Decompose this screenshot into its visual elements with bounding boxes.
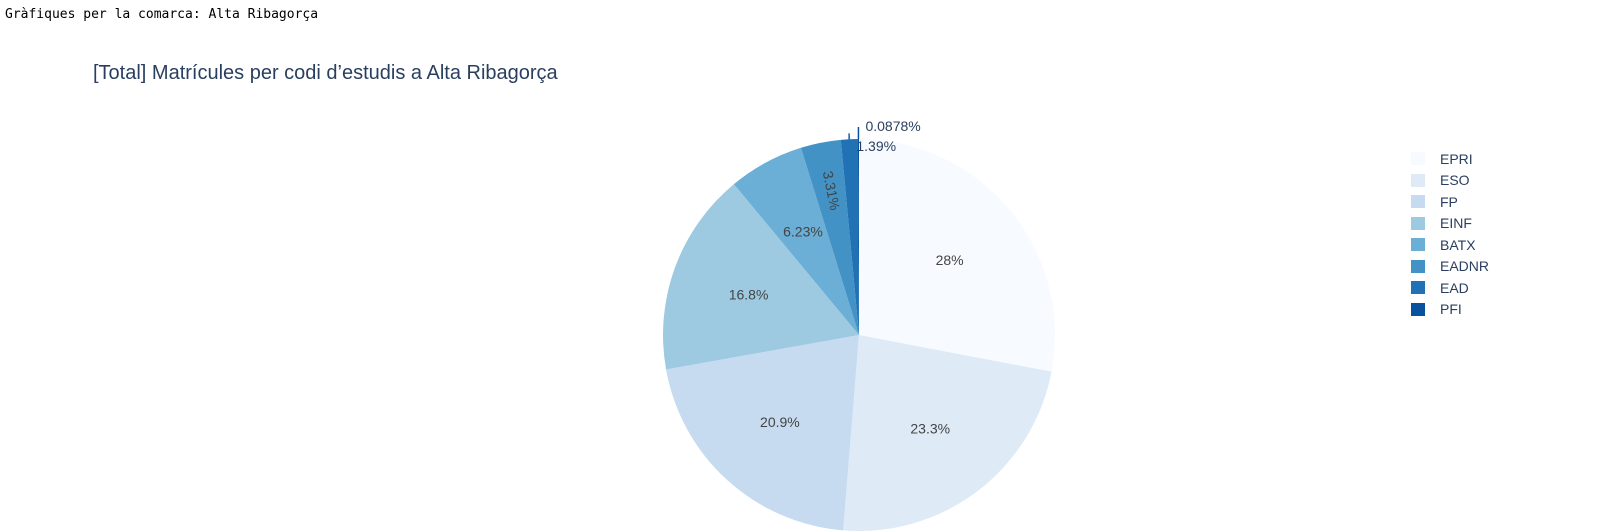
legend-label: ESO	[1440, 172, 1470, 189]
pie-slice-batx[interactable]	[733, 147, 859, 335]
legend-swatch	[1411, 173, 1425, 187]
slice-label-eso: 23.3%	[910, 421, 950, 437]
legend-swatch	[1411, 152, 1425, 166]
chart-title: [Total] Matrícules per codi d’estudis a …	[93, 62, 558, 84]
slice-label-epri: 28%	[936, 252, 964, 268]
legend-item-eadnr[interactable]: EADNR	[1411, 256, 1489, 278]
legend-label: BATX	[1440, 236, 1476, 253]
pie-slice-eso[interactable]	[843, 335, 1052, 531]
legend-label: EAD	[1440, 279, 1469, 296]
legend-swatch	[1411, 238, 1425, 252]
legend-swatch	[1411, 259, 1425, 273]
pie-slice-fp[interactable]	[666, 335, 859, 531]
legend-item-einf[interactable]: EINF	[1411, 213, 1489, 235]
pie-slice-ead[interactable]	[840, 139, 859, 335]
pie-slice-pfi[interactable]	[857, 139, 859, 335]
legend-item-batx[interactable]: BATX	[1411, 234, 1489, 256]
pie-slice-einf[interactable]	[663, 184, 859, 370]
slice-label-fp: 20.9%	[760, 414, 800, 430]
legend-item-ead[interactable]: EAD	[1411, 277, 1489, 299]
legend-item-pfi[interactable]: PFI	[1411, 299, 1489, 321]
legend-item-eso[interactable]: ESO	[1411, 170, 1489, 192]
legend-swatch	[1411, 302, 1425, 316]
legend-swatch	[1411, 216, 1425, 230]
legend-label: EPRI	[1440, 150, 1473, 167]
legend-label: PFI	[1440, 301, 1462, 318]
slice-label-batx: 6.23%	[783, 224, 823, 240]
chart-legend: EPRI ESO FP EINF BATX EADNR EAD PFI	[1411, 148, 1489, 320]
page-header: Gràfiques per la comarca: Alta Ribagorça	[5, 7, 319, 22]
slice-label-eadnr: 3.31%	[820, 170, 843, 212]
legend-swatch	[1411, 195, 1425, 209]
slice-label-ead: 1.39%	[856, 138, 896, 154]
legend-item-epri[interactable]: EPRI	[1411, 148, 1489, 170]
legend-label: EINF	[1440, 215, 1472, 232]
legend-item-fp[interactable]: FP	[1411, 191, 1489, 213]
pie-slice-eadnr[interactable]	[800, 139, 859, 335]
legend-swatch	[1411, 281, 1425, 295]
pie-slice-epri[interactable]	[859, 139, 1056, 372]
slice-label-einf: 16.8%	[729, 287, 769, 303]
legend-label: EADNR	[1440, 258, 1490, 275]
legend-label: FP	[1440, 193, 1458, 210]
slice-label-pfi: 0.0878%	[865, 118, 920, 134]
